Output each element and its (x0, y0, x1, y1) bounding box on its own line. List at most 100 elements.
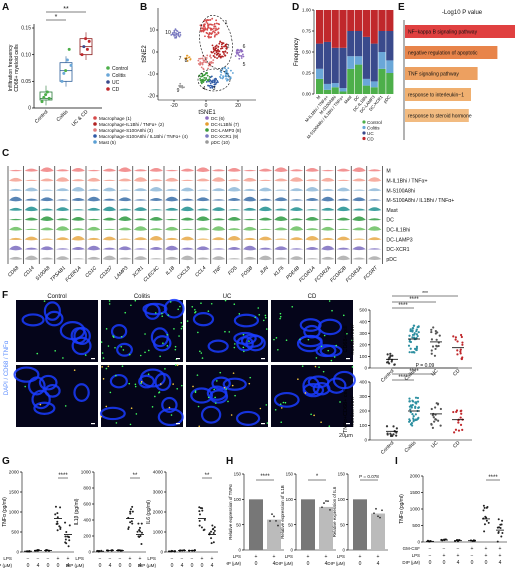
violin (87, 177, 101, 182)
gene-label: FCER1A (64, 265, 83, 284)
cell-point (186, 54, 188, 57)
violin (24, 206, 39, 212)
violin (149, 187, 163, 192)
tick-label: 1500 (9, 490, 20, 495)
cell-point (238, 57, 241, 60)
condition-label: DIP (μM) (66, 563, 85, 568)
sig-label: **** (409, 297, 419, 303)
violin (9, 177, 23, 182)
violin (367, 199, 382, 201)
data-point (456, 340, 459, 343)
cell-point (197, 62, 200, 65)
violin (71, 247, 85, 250)
data-point (200, 526, 203, 529)
stack-segment (362, 36, 370, 79)
cell-signal (285, 339, 288, 342)
violin (289, 199, 304, 201)
cell-signal (176, 364, 179, 366)
sig-star: * (55, 14, 58, 21)
data-point (433, 420, 436, 423)
tick-label: 100 (286, 497, 294, 502)
stack-segment (355, 56, 363, 65)
data-point (411, 399, 414, 402)
sig-star: ** (63, 6, 69, 13)
stack-segment (378, 68, 386, 94)
condition-value: 0 (191, 563, 194, 569)
data-point (131, 505, 134, 508)
cell-point (213, 85, 216, 88)
data-point (329, 509, 331, 511)
data-point (392, 433, 395, 436)
violin (258, 179, 273, 181)
cell-signal (101, 352, 104, 354)
cell-point (240, 57, 243, 59)
tick-label: 0 (205, 103, 208, 109)
cell-signal (265, 404, 268, 406)
stack-segment (316, 10, 324, 44)
violin (196, 246, 210, 251)
violin (133, 218, 148, 221)
tissue-ring (73, 383, 90, 402)
data-point (269, 520, 271, 522)
data-point (461, 343, 464, 346)
data-point (408, 351, 411, 354)
data-point (389, 432, 392, 435)
cell-signal (108, 300, 111, 302)
violin (102, 198, 117, 201)
cell-signal (24, 385, 26, 388)
condition-value: − (47, 556, 50, 562)
violin (149, 217, 163, 221)
data-point (434, 329, 437, 333)
cell-signal (242, 333, 245, 336)
cluster-label: 3 (213, 86, 216, 92)
data-point (456, 349, 459, 352)
cell-signal (230, 414, 233, 416)
cell-signal (134, 299, 137, 302)
sig-label: **** (398, 375, 408, 381)
violin (24, 217, 39, 221)
scale-bar (91, 358, 95, 360)
cell-point (242, 55, 245, 58)
data-point (411, 336, 414, 339)
cell-signal (279, 317, 281, 320)
data-point (130, 520, 133, 523)
violin (71, 217, 85, 221)
violin (305, 179, 319, 182)
violin (102, 247, 117, 250)
cell-point (203, 23, 206, 26)
legend-label: Control (112, 66, 128, 72)
cell-point (206, 32, 209, 35)
cluster-label: 9 (177, 88, 180, 94)
data-point (417, 325, 420, 329)
violin (196, 238, 210, 240)
tissue-ring (236, 336, 254, 352)
cell-signal (323, 334, 326, 337)
data-point (457, 421, 460, 424)
gene-label: IL1B (165, 265, 177, 277)
cell-point (238, 55, 241, 57)
cell-point (209, 79, 212, 82)
data-point (417, 406, 420, 409)
cell-signal (73, 369, 76, 371)
violin (118, 216, 132, 221)
cell-signal (238, 313, 241, 315)
cell-signal (174, 345, 177, 348)
legend-label: DC-IL1Bhi (7) (211, 122, 240, 127)
violin (180, 168, 195, 172)
data-point (407, 344, 411, 347)
legend-label: Macrophage-S100A8hi (3) (99, 128, 153, 133)
condition-value: + (273, 554, 276, 560)
y-axis-label: TNFα (pg/ml) (2, 497, 8, 527)
tick-label: 100 (338, 497, 346, 502)
violin (71, 198, 85, 201)
violin (180, 206, 195, 212)
data-point (40, 100, 44, 104)
violin (180, 217, 195, 221)
cell-signal (102, 378, 105, 380)
cell-point (173, 31, 176, 34)
condition-value: 0 (27, 563, 30, 569)
data-point (210, 542, 213, 545)
violin (149, 247, 163, 250)
